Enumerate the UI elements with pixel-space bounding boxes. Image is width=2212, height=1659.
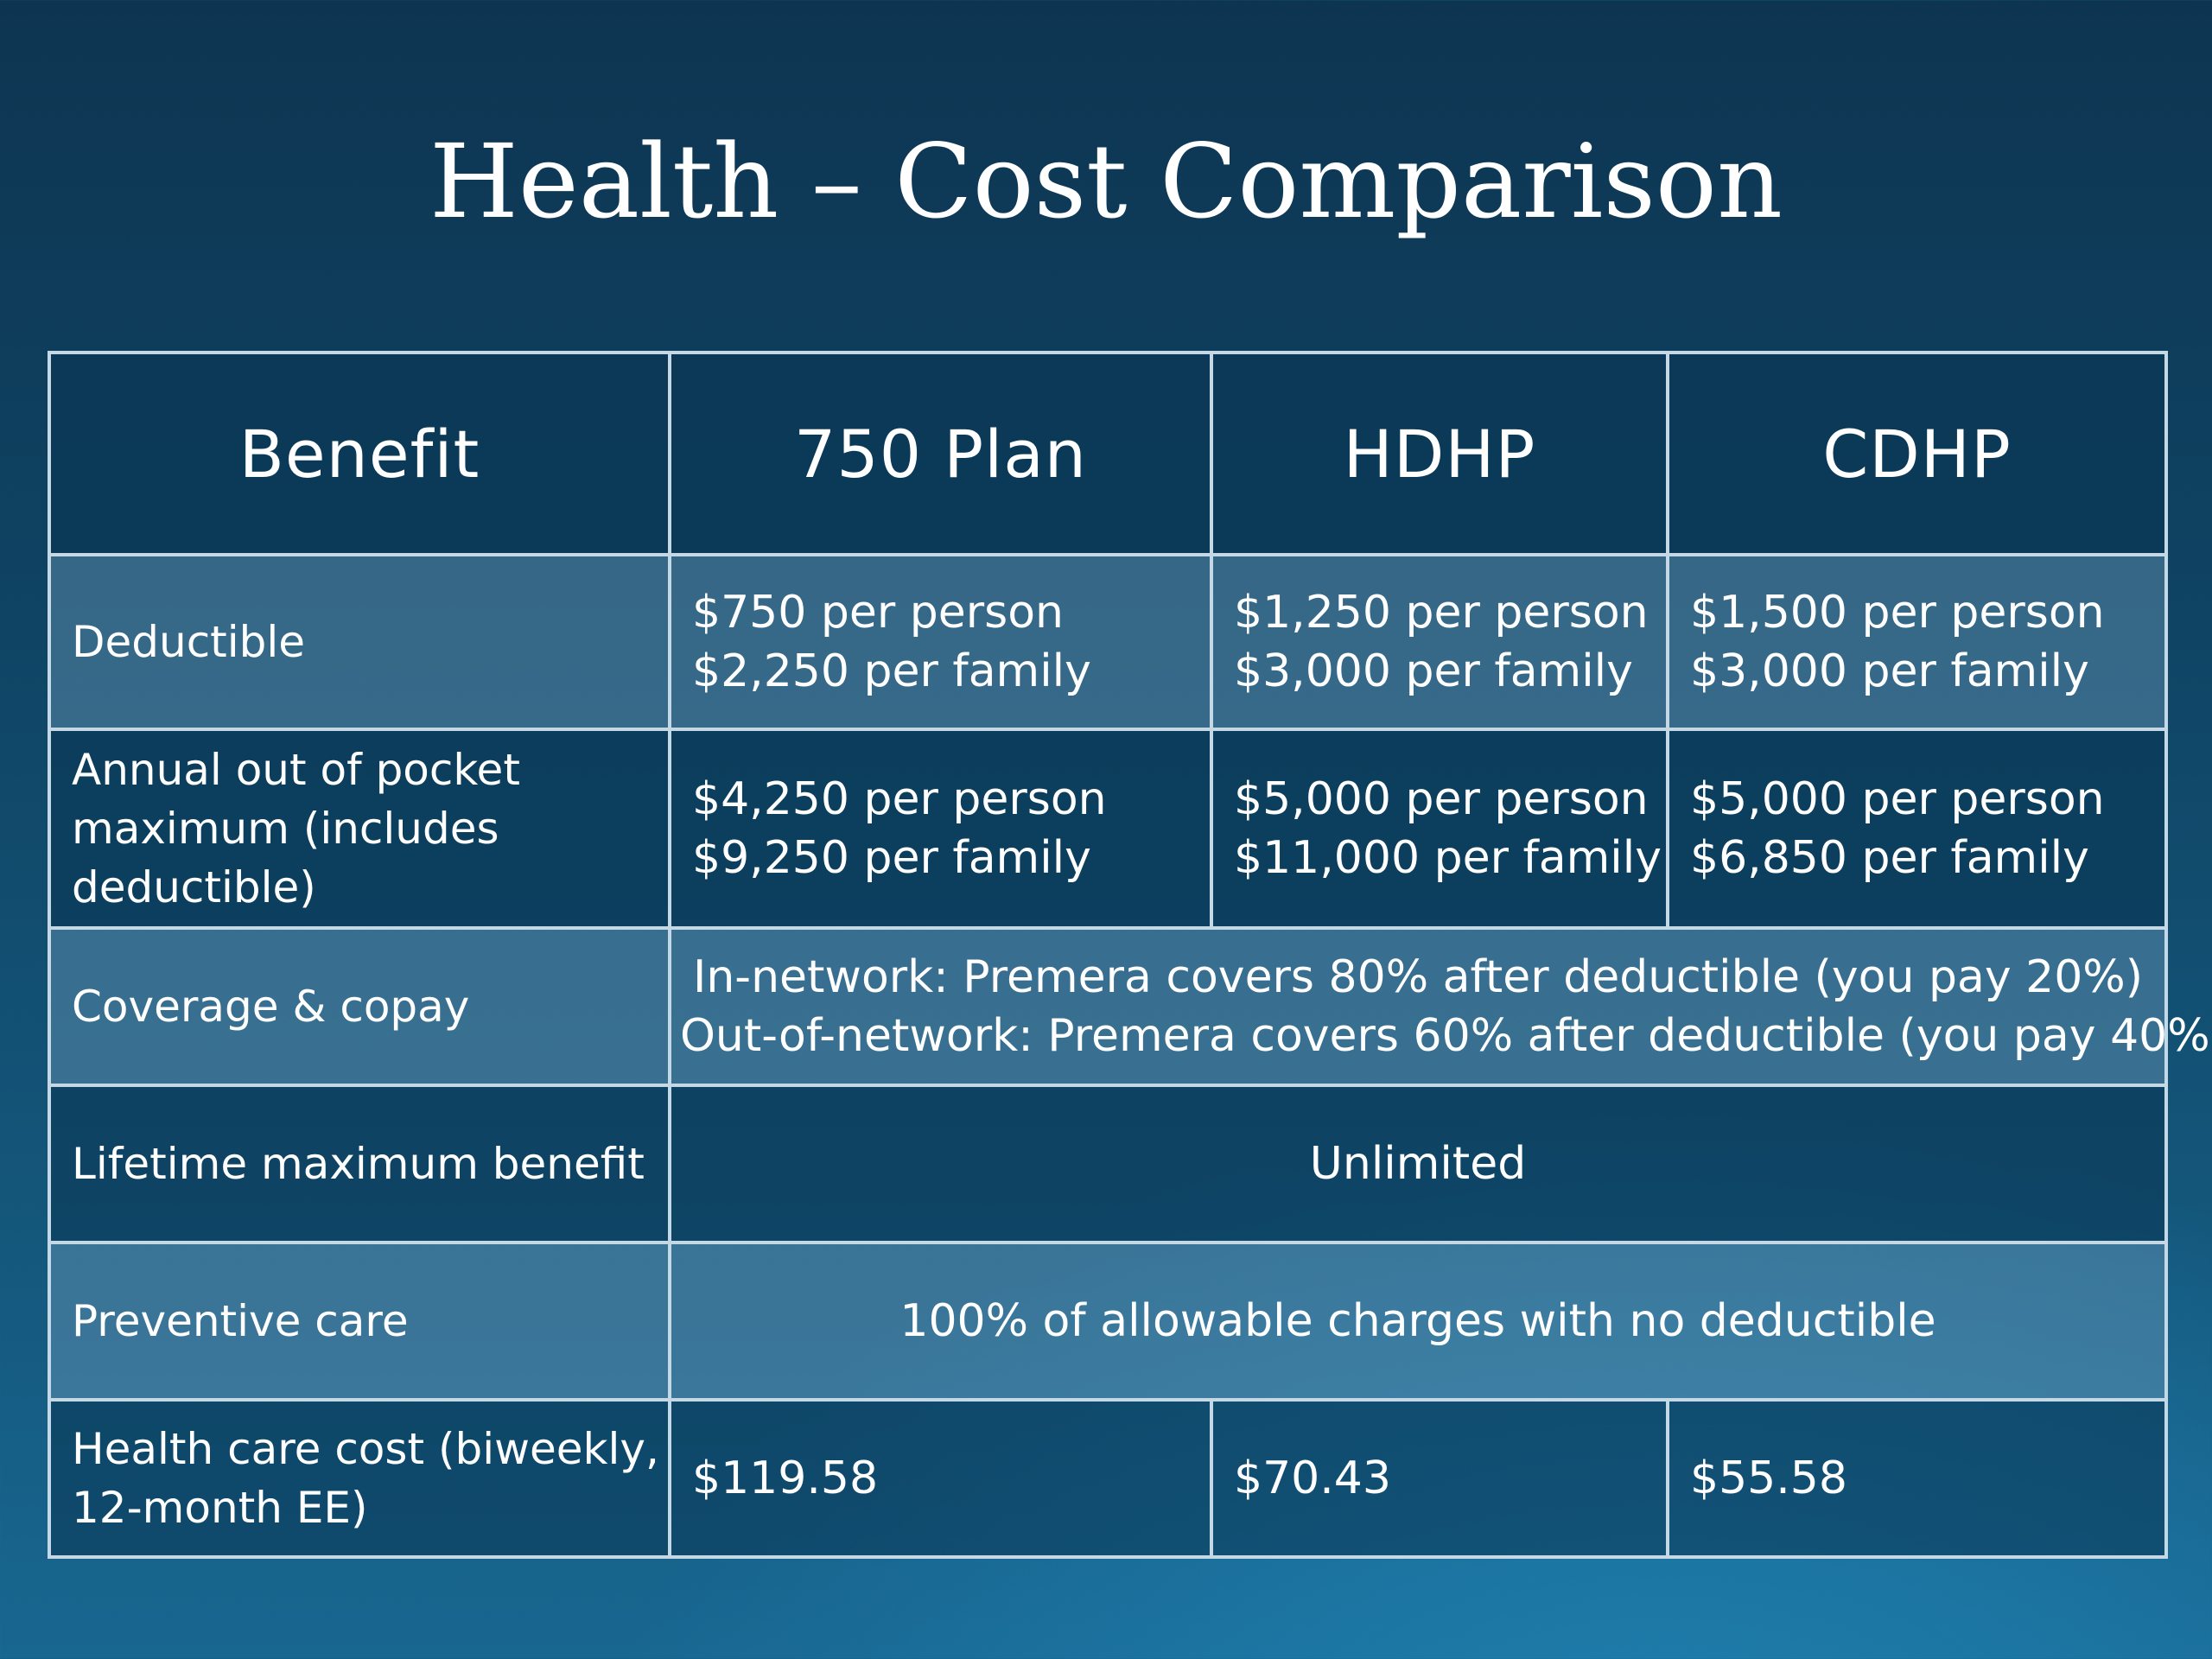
cell-line: In-network: Premera covers 80% after ded… — [693, 951, 2143, 1003]
cell-line: $5,000 per person — [1234, 773, 1649, 825]
label-line: Health care cost (biweekly, — [72, 1424, 659, 1474]
cell-line: $9,250 per family — [692, 832, 1091, 884]
label-line: deductible) — [72, 862, 316, 912]
cell-750-out-of-pocket: $4,250 per person $9,250 per family — [668, 728, 1213, 930]
cell-cdhp-deductible: $1,500 per person $3,000 per family — [1666, 553, 2168, 731]
row-label-health-care-cost: Health care cost (biweekly, 12-month EE) — [48, 1398, 671, 1559]
row-label-out-of-pocket: Annual out of pocket maximum (includes d… — [48, 728, 671, 930]
row-label-coverage: Coverage & copay — [48, 926, 671, 1087]
table-row-lifetime-maximum: Lifetime maximum benefit Unlimited — [48, 1084, 2168, 1244]
label-line: maximum (includes — [72, 804, 499, 854]
label-line: Annual out of pocket — [72, 745, 520, 795]
table-row-coverage: Coverage & copay In-network: Premera cov… — [48, 926, 2212, 1087]
header-benefit: Benefit — [48, 351, 671, 556]
row-label-preventive-care: Preventive care — [48, 1241, 671, 1402]
cell-line: $4,250 per person — [692, 773, 1107, 825]
cell-750-cost: $119.58 — [668, 1398, 1213, 1559]
cell-hdhp-out-of-pocket: $5,000 per person $11,000 per family — [1210, 728, 1669, 930]
cell-coverage-all-plans: In-network: Premera covers 80% after ded… — [668, 926, 2212, 1087]
header-cdhp: CDHP — [1666, 351, 2168, 556]
header-hdhp: HDHP — [1210, 351, 1669, 556]
cell-cdhp-cost: $55.58 — [1666, 1398, 2168, 1559]
cell-line: $750 per person — [692, 587, 1065, 639]
cost-comparison-table: Benefit 750 Plan HDHP CDHP Deductible $7… — [48, 351, 2212, 1559]
cell-cdhp-out-of-pocket: $5,000 per person $6,850 per family — [1666, 728, 2168, 930]
cell-preventive-all-plans: 100% of allowable charges with no deduct… — [668, 1241, 2168, 1402]
cell-line: $2,250 per family — [692, 645, 1091, 697]
cell-line: $11,000 per family — [1234, 832, 1662, 884]
header-750-plan: 750 Plan — [668, 351, 1213, 556]
cell-line: $3,000 per family — [1234, 645, 1633, 697]
table-header-row: Benefit 750 Plan HDHP CDHP — [48, 351, 2168, 556]
cell-line: $6,850 per family — [1690, 832, 2089, 884]
cell-line: Out-of-network: Premera covers 60% after… — [680, 1010, 2212, 1062]
table-row-preventive-care: Preventive care 100% of allowable charge… — [48, 1241, 2168, 1402]
cell-hdhp-cost: $70.43 — [1210, 1398, 1669, 1559]
row-label-lifetime-maximum: Lifetime maximum benefit — [48, 1084, 671, 1244]
cell-750-deductible: $750 per person $2,250 per family — [668, 553, 1213, 731]
cell-lifetime-all-plans: Unlimited — [668, 1084, 2168, 1244]
row-label-deductible: Deductible — [48, 553, 671, 731]
table-row-deductible: Deductible $750 per person $2,250 per fa… — [48, 553, 2168, 731]
table-row-out-of-pocket: Annual out of pocket maximum (includes d… — [48, 728, 2168, 930]
slide-title: Health – Cost Comparison — [429, 122, 1783, 241]
label-line: 12-month EE) — [72, 1483, 368, 1533]
cell-line: $5,000 per person — [1690, 773, 2105, 825]
table-row-health-care-cost: Health care cost (biweekly, 12-month EE)… — [48, 1398, 2168, 1559]
cell-line: $1,250 per person — [1234, 587, 1649, 639]
cell-line: $3,000 per family — [1690, 645, 2089, 697]
cell-hdhp-deductible: $1,250 per person $3,000 per family — [1210, 553, 1669, 731]
cell-line: $1,500 per person — [1690, 587, 2105, 639]
